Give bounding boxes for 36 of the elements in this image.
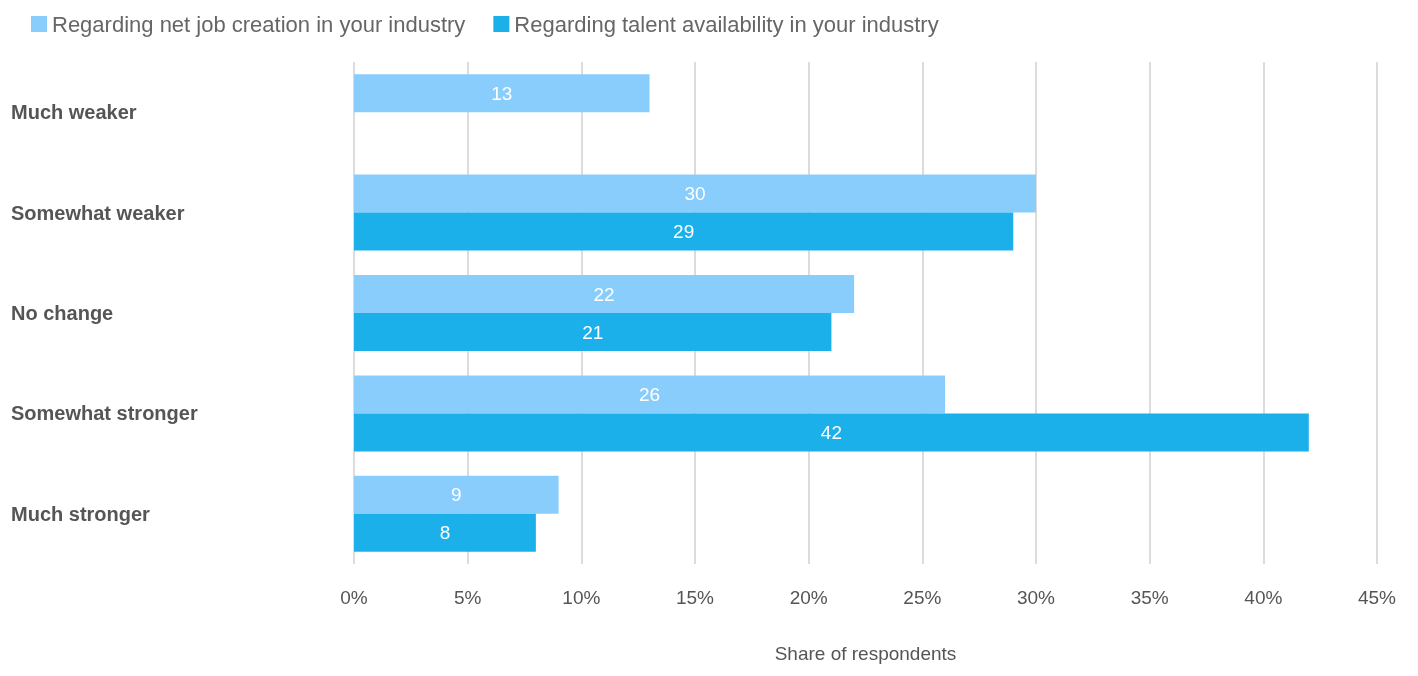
data-label: 9 (451, 484, 462, 506)
bar (354, 475, 559, 514)
data-label: 21 (582, 321, 604, 343)
data-label: 22 (593, 283, 615, 305)
x-tick-label: 20% (789, 587, 828, 608)
x-tick-label: 10% (562, 587, 601, 608)
legend-label: Regarding talent availability in your industry (514, 11, 939, 37)
y-tick-label: No change (11, 302, 114, 324)
data-label: 13 (491, 82, 513, 104)
bar (354, 413, 1309, 452)
x-tick-label: 40% (1244, 587, 1283, 608)
x-axis-title: Share of respondents (774, 643, 957, 664)
y-tick-label: Somewhat stronger (11, 402, 198, 425)
data-label: 30 (684, 183, 706, 205)
bar (354, 375, 946, 414)
data-label: 29 (673, 221, 695, 243)
data-label: 42 (820, 421, 842, 443)
y-tick-label: Somewhat weaker (11, 201, 185, 224)
bar (354, 313, 832, 351)
bar (354, 174, 1036, 213)
bar (354, 513, 536, 552)
y-tick-label: Much stronger (11, 502, 151, 525)
x-tick-label: 30% (1016, 587, 1056, 608)
legend-label: Regarding net job creation in your industry (52, 11, 466, 37)
x-tick-label: 25% (903, 587, 942, 608)
bar (354, 212, 1014, 251)
bar (354, 74, 650, 113)
y-tick-label: Much weaker (11, 101, 137, 124)
x-tick-label: 35% (1130, 587, 1169, 608)
data-label: 8 (439, 522, 451, 544)
x-tick-label: 45% (1357, 587, 1397, 608)
x-tick-label: 15% (675, 587, 715, 608)
x-tick-label: 5% (453, 587, 482, 608)
bar (354, 275, 855, 313)
data-label: 26 (638, 383, 661, 405)
x-tick-label: 0% (340, 587, 368, 608)
